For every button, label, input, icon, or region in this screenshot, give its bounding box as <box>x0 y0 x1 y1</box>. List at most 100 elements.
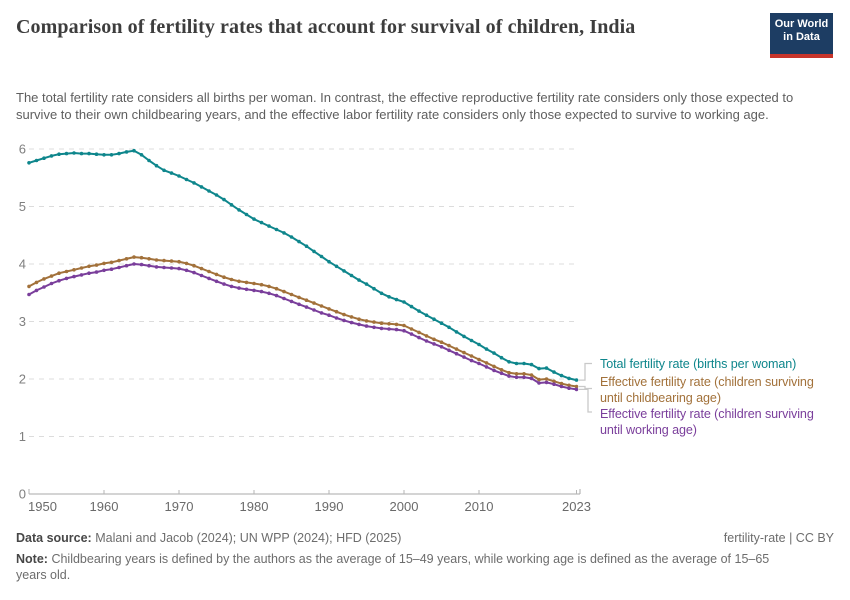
data-point-marker <box>432 337 436 342</box>
data-point-marker <box>454 330 459 334</box>
data-point-marker <box>364 319 369 323</box>
data-point-marker <box>522 372 526 376</box>
data-point-marker <box>484 361 489 365</box>
data-point-marker <box>214 272 219 277</box>
x-axis-tick-label: 1980 <box>240 499 269 514</box>
data-point-marker <box>132 262 136 266</box>
data-point-marker <box>72 268 76 272</box>
data-point-marker <box>529 362 534 367</box>
owid-logo-line2: in Data <box>783 31 820 43</box>
data-point-marker <box>27 161 31 165</box>
data-point-marker <box>387 295 391 299</box>
data-point-marker <box>252 217 256 221</box>
data-point-marker <box>559 384 564 389</box>
data-point-marker <box>229 284 234 289</box>
data-point-marker <box>469 354 474 358</box>
data-point-marker <box>184 268 189 273</box>
data-source-label: Data source: <box>16 531 92 545</box>
data-point-marker <box>499 371 504 376</box>
data-point-marker <box>409 332 414 336</box>
data-point-marker <box>529 373 534 377</box>
data-point-marker <box>387 327 391 331</box>
x-axis-tick-label: 1990 <box>315 499 344 514</box>
data-point-marker <box>409 327 414 331</box>
data-point-marker <box>507 370 511 375</box>
data-point-marker <box>229 203 234 207</box>
data-point-marker <box>574 387 579 392</box>
data-point-marker <box>567 383 571 388</box>
legend-label-line: Effective fertility rate (children survi… <box>600 375 814 389</box>
data-point-marker <box>372 286 376 291</box>
data-point-marker <box>477 342 481 347</box>
data-point-marker <box>34 288 39 293</box>
gridlines: 0 1 2 3 4 5 6 <box>19 142 578 502</box>
data-point-marker <box>312 301 316 305</box>
data-point-marker <box>417 330 421 335</box>
chart-subtitle: The total fertility rate considers all b… <box>16 90 794 122</box>
data-point-marker <box>522 375 526 380</box>
legend-effective-childbearing[interactable]: Effective fertility rate (children survi… <box>600 374 850 406</box>
data-point-marker <box>402 328 406 333</box>
data-point-marker <box>147 158 151 163</box>
data-point-marker <box>259 282 264 287</box>
data-point-marker <box>507 374 511 378</box>
data-point-marker <box>379 326 384 331</box>
data-point-marker <box>109 153 114 157</box>
data-point-marker <box>552 370 556 374</box>
legend-connectors <box>579 362 592 413</box>
data-point-marker <box>229 277 234 282</box>
data-point-marker <box>109 260 114 265</box>
data-point-marker <box>477 361 481 366</box>
data-point-marker <box>522 361 526 366</box>
legend-effective-working[interactable]: Effective fertility rate (children survi… <box>600 406 850 438</box>
series-1[interactable] <box>27 255 579 389</box>
data-point-marker <box>544 366 549 370</box>
data-point-marker <box>199 266 204 271</box>
y-axis-tick-label: 3 <box>19 314 26 329</box>
data-point-marker <box>244 280 249 285</box>
data-point-marker <box>49 154 54 158</box>
data-source-text: Malani and Jacob (2024); UN WPP (2024); … <box>95 531 402 545</box>
data-point-marker <box>537 381 541 385</box>
data-point-marker <box>244 212 249 217</box>
data-point-marker <box>87 151 91 156</box>
data-point-marker <box>319 311 324 315</box>
data-point-marker <box>349 315 354 319</box>
data-point-marker <box>409 304 414 309</box>
data-point-marker <box>349 273 354 278</box>
owid-logo-line1: Our World <box>774 18 829 30</box>
data-point-marker <box>439 345 444 349</box>
data-point-marker <box>484 347 489 351</box>
data-point-marker <box>462 355 466 359</box>
data-point-marker <box>49 281 54 286</box>
data-point-marker <box>79 266 84 270</box>
data-point-marker <box>34 158 39 163</box>
data-point-marker <box>102 153 106 157</box>
data-point-marker <box>319 254 324 259</box>
data-point-marker <box>349 320 354 325</box>
data-point-marker <box>282 231 286 235</box>
data-point-marker <box>237 279 241 284</box>
data-point-marker <box>439 340 444 345</box>
data-point-marker <box>342 269 346 273</box>
data-point-marker <box>117 265 121 270</box>
data-point-marker <box>154 265 159 269</box>
y-axis-tick-label: 1 <box>19 429 26 444</box>
data-point-marker <box>94 152 99 156</box>
connector-total <box>579 362 592 381</box>
data-point-marker <box>192 263 196 268</box>
data-point-marker <box>334 309 339 314</box>
legend-total-fertility[interactable]: Total fertility rate (births per woman) <box>600 356 850 372</box>
data-point-marker <box>244 287 249 292</box>
data-point-marker <box>282 289 286 294</box>
data-point-marker <box>192 270 196 275</box>
data-point-marker <box>162 168 166 173</box>
license-text: fertility-rate | CC BY <box>723 531 834 545</box>
series-0[interactable] <box>27 148 579 382</box>
data-point-marker <box>252 288 256 293</box>
owid-logo[interactable]: Our World in Data <box>770 13 833 58</box>
data-point-marker <box>147 257 151 261</box>
series-2[interactable] <box>27 262 579 392</box>
data-point-marker <box>259 220 264 225</box>
